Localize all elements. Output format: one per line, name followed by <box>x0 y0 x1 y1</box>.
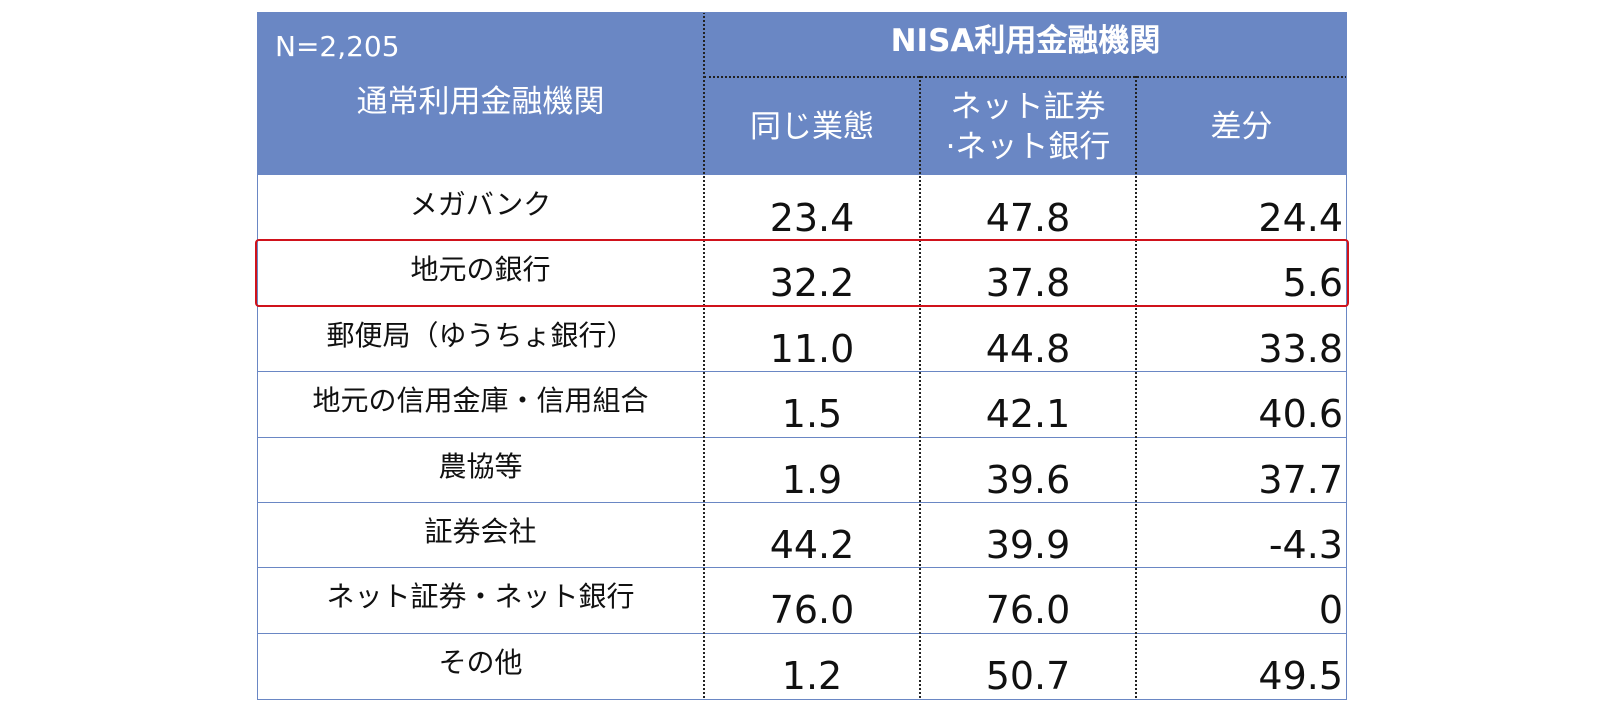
column-header-net: ネット証券 ·ネット銀行 <box>920 78 1136 175</box>
row-divider <box>257 371 1347 373</box>
row-divider <box>257 501 1347 503</box>
table-header: N=2,205 通常利用金融機関 NISA利用金融機関 同じ業態 ネット証券 ·ネ… <box>257 12 1347 175</box>
cell-value: 50.7 <box>985 653 1071 698</box>
table-row: メガバンク 23.4 47.8 24.4 <box>257 175 1347 240</box>
column-divider <box>1135 76 1137 698</box>
cell-value: 32.2 <box>769 261 855 306</box>
table-row: 証券会社 44.2 39.9 -4.3 <box>257 502 1347 567</box>
cell-value: 42.1 <box>985 392 1071 437</box>
cell-value: 39.6 <box>985 457 1071 502</box>
column-divider <box>703 12 705 698</box>
cell-value: 39.9 <box>985 522 1071 567</box>
cell-value: 1.2 <box>781 653 843 698</box>
sample-size: N=2,205 <box>275 30 400 63</box>
cell-value: 5.6 <box>1282 261 1343 306</box>
row-divider <box>257 632 1347 634</box>
column-header-label: 同じ業態 <box>750 108 874 145</box>
column-divider <box>919 76 921 698</box>
cell-value: 1.9 <box>781 457 843 502</box>
row-header: 通常利用金融機関 <box>356 84 605 120</box>
cell-value: 47.8 <box>985 196 1071 240</box>
cell-value: 24.4 <box>1258 196 1343 240</box>
cell-value: 40.6 <box>1258 392 1343 437</box>
cell-value: 23.4 <box>769 196 855 240</box>
nisa-table: N=2,205 通常利用金融機関 NISA利用金融機関 同じ業態 ネット証券 ·ネ… <box>255 12 1349 700</box>
row-label: メガバンク <box>409 188 552 221</box>
cell-value: 76.0 <box>985 588 1071 633</box>
table-row: 地元の信用金庫・信用組合 1.5 42.1 40.6 <box>257 371 1347 436</box>
column-header-diff: 差分 <box>1136 78 1347 175</box>
row-label: 証券会社 <box>424 514 537 548</box>
cell-value: 37.8 <box>985 261 1071 306</box>
cell-value: 49.5 <box>1258 653 1343 698</box>
row-label: 農協等 <box>438 449 523 483</box>
row-label: 郵便局（ゆうちょ銀行） <box>326 318 635 352</box>
row-label: その他 <box>438 645 523 679</box>
table-row: ネット証券・ネット銀行 76.0 76.0 0 <box>257 567 1347 632</box>
cell-value: 37.7 <box>1258 457 1343 502</box>
table-row: 地元の銀行 32.2 37.8 5.6 <box>257 240 1347 305</box>
cell-value: 0 <box>1318 588 1343 633</box>
cell-value: -4.3 <box>1268 522 1343 567</box>
column-group-header: NISA利用金融機関 <box>890 23 1161 59</box>
row-divider <box>257 436 1347 438</box>
cell-value: 76.0 <box>769 588 855 633</box>
cell-value: 44.8 <box>985 326 1071 371</box>
row-label: 地元の銀行 <box>410 253 551 287</box>
column-header-label: ネット証券 ·ネット銀行 <box>945 88 1111 165</box>
cell-value: 44.2 <box>769 522 855 567</box>
table-row: 郵便局（ゆうちょ銀行） 11.0 44.8 33.8 <box>257 306 1347 371</box>
row-label: ネット証券・ネット銀行 <box>326 580 635 614</box>
row-divider <box>257 305 1347 307</box>
column-header-label: 差分 <box>1210 108 1273 145</box>
cell-value: 1.5 <box>781 392 843 437</box>
row-divider <box>257 240 1347 242</box>
table-row: 農協等 1.9 39.6 37.7 <box>257 437 1347 502</box>
row-label: 地元の信用金庫・信用組合 <box>312 384 649 418</box>
row-divider <box>257 567 1347 569</box>
table-row: その他 1.2 50.7 49.5 <box>257 633 1347 698</box>
header-divider <box>704 76 1347 78</box>
cell-value: 11.0 <box>769 326 855 371</box>
column-header-same-type: 同じ業態 <box>704 78 920 175</box>
cell-value: 33.8 <box>1258 326 1343 371</box>
